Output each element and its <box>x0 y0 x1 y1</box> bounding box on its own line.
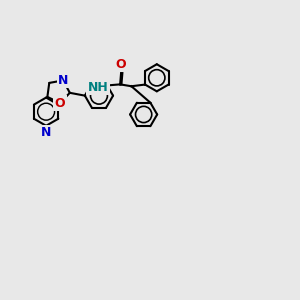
Text: N: N <box>41 126 51 139</box>
Text: N: N <box>58 74 68 87</box>
Text: O: O <box>55 97 65 110</box>
Text: NH: NH <box>88 81 109 94</box>
Text: O: O <box>116 58 126 71</box>
